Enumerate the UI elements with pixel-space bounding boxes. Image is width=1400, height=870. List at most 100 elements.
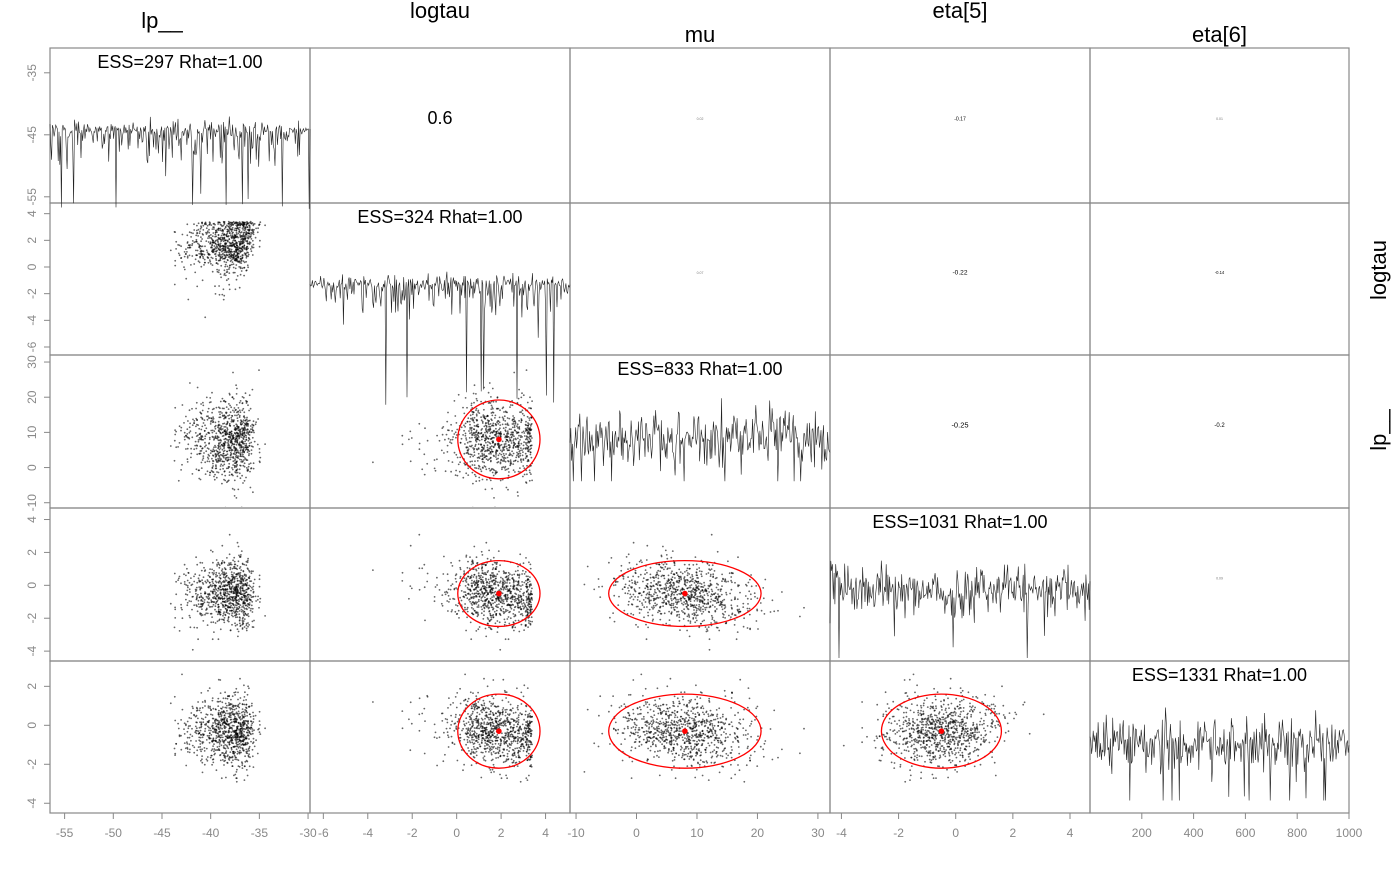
scatter-point (643, 616, 645, 619)
scatter-point (258, 369, 260, 371)
scatter-point (244, 608, 246, 610)
scatter-point (472, 447, 474, 449)
scatter-point (245, 476, 247, 479)
scatter-point (438, 589, 441, 591)
scatter-point (197, 235, 200, 237)
scatter-point (494, 473, 497, 475)
scatter-point (233, 581, 236, 584)
scatter-point (206, 612, 209, 615)
scatter-point (226, 432, 229, 435)
scatter-point (190, 452, 193, 455)
scatter-point (521, 412, 524, 415)
scatter-point (241, 618, 244, 620)
scatter-point (529, 425, 532, 427)
panel-frame-1-0 (49, 202, 311, 356)
scatter-point (458, 559, 461, 562)
scatter-point (239, 273, 242, 276)
scatter-point (250, 441, 253, 444)
scatter-point (492, 436, 494, 439)
scatter-point (215, 575, 217, 578)
scatter-point (507, 474, 510, 477)
scatter-point (233, 466, 236, 469)
scatter-point (486, 437, 489, 439)
scatter-point (500, 609, 503, 612)
scatter-point (228, 224, 231, 226)
scatter-point (494, 471, 497, 474)
scatter-point (227, 467, 230, 470)
scatter-point (464, 422, 467, 425)
scatter-point (214, 444, 216, 447)
scatter-point (469, 432, 471, 435)
scatter-point (487, 422, 490, 425)
scatter-point (730, 616, 732, 618)
scatter-point (228, 449, 231, 452)
scatter-point (635, 623, 637, 626)
scatter-point (488, 382, 491, 384)
scatter-point (691, 578, 693, 581)
scatter-point (178, 425, 181, 428)
scatter-point (499, 581, 501, 584)
scatter-point (525, 456, 528, 458)
scatter-point (488, 610, 491, 612)
scatter-point (245, 255, 248, 257)
scatter-point (228, 533, 231, 536)
scatter-point (771, 599, 774, 602)
scatter-point (212, 462, 214, 465)
scatter-point (504, 443, 507, 445)
scatter-point (409, 460, 412, 463)
scatter-point (212, 417, 215, 420)
scatter-point (233, 271, 236, 274)
scatter-point (529, 593, 531, 596)
scatter-point (208, 237, 211, 239)
scatter-point (200, 240, 203, 243)
scatter-point (222, 460, 224, 463)
scatter-point (523, 467, 526, 470)
scatter-point (495, 458, 498, 461)
scatter-point (205, 249, 208, 252)
scatter-point (646, 571, 648, 574)
scatter-point (491, 487, 493, 490)
scatter-point (489, 559, 492, 561)
scatter-point (240, 598, 243, 601)
scatter-point (507, 604, 509, 606)
scatter-point (226, 232, 229, 235)
scatter-point (519, 439, 521, 441)
scatter-point (209, 242, 212, 245)
scatter-point (252, 585, 255, 588)
scatter-point (448, 601, 450, 603)
scatter-point (651, 614, 654, 617)
scatter-point (244, 612, 247, 615)
scatter-point (525, 601, 528, 604)
scatter-point (245, 402, 248, 404)
scatter-point (728, 572, 731, 575)
scatter-point (246, 459, 249, 461)
scatter-point (528, 423, 530, 426)
scatter-point (223, 238, 225, 241)
scatter-point (490, 437, 493, 440)
scatter-point (470, 597, 473, 600)
scatter-point (517, 446, 520, 449)
scatter-point (463, 424, 465, 427)
scatter-point (484, 424, 487, 427)
scatter-point (252, 424, 255, 427)
scatter-point (714, 606, 716, 608)
scatter-point (247, 593, 250, 596)
scatter-point (250, 235, 252, 237)
scatter-point (521, 614, 524, 617)
scatter-point (194, 444, 197, 447)
scatter-point (217, 582, 220, 584)
scatter-point (528, 561, 530, 564)
scatter-point (224, 591, 227, 594)
scatter-point (195, 597, 198, 600)
scatter-point (495, 452, 498, 454)
scatter-point (195, 407, 198, 410)
scatter-point (222, 576, 225, 579)
scatter-point (214, 253, 217, 255)
scatter-point (232, 615, 234, 618)
scatter-point (498, 570, 500, 573)
scatter-point (240, 554, 242, 556)
scatter-point (511, 426, 514, 429)
scatter-point (497, 420, 499, 422)
scatter-point (451, 430, 453, 432)
scatter-point (506, 417, 509, 419)
